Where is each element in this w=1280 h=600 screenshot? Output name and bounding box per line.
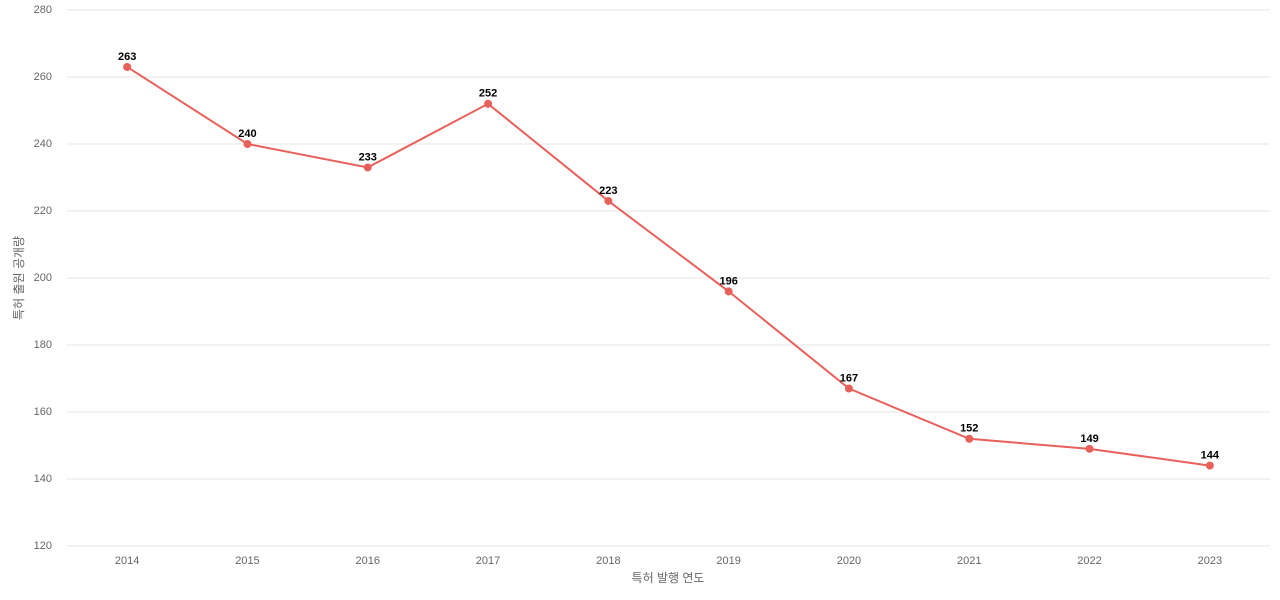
y-tick-label: 220: [34, 205, 52, 217]
y-axis-label: 특허 출원 공개량: [12, 236, 26, 320]
x-tick-label: 2021: [957, 555, 981, 567]
line: [126, 66, 1210, 467]
point: [844, 384, 853, 393]
y-tick-label: 260: [34, 71, 52, 83]
point: [965, 434, 974, 443]
x-tick-label: 2020: [837, 555, 861, 567]
y-tick-label: 280: [34, 4, 52, 16]
value-label: 223: [599, 185, 617, 197]
x-tick-label: 2016: [356, 555, 380, 567]
point: [484, 99, 493, 108]
value-label: 152: [960, 423, 978, 435]
value-label: 240: [238, 128, 256, 140]
value-label: 252: [479, 88, 497, 100]
y-tick-label: 120: [34, 540, 52, 552]
y-tick-label: 240: [34, 138, 52, 150]
x-tick-label: 2018: [596, 555, 620, 567]
point: [1085, 444, 1094, 453]
x-axis-label: 특허 발행 연도: [632, 570, 705, 585]
y-tick-label: 200: [34, 272, 52, 284]
value-label: 196: [719, 275, 737, 287]
value-label: 233: [359, 151, 377, 163]
x-tick-label: 2022: [1077, 555, 1101, 567]
point: [604, 196, 613, 205]
value-label: 144: [1201, 450, 1220, 462]
point: [724, 287, 733, 296]
x-tick-label: 2015: [235, 555, 259, 567]
x-tick-label: 2019: [716, 555, 740, 567]
value-label: 263: [118, 51, 136, 63]
y-tick-label: 160: [34, 406, 52, 418]
point: [243, 140, 252, 148]
point: [363, 163, 372, 172]
x-tick-label: 2023: [1198, 555, 1222, 567]
point: [1205, 461, 1214, 470]
x-tick-label: 2017: [476, 555, 500, 567]
x-tick-label: 2014: [115, 555, 139, 567]
point: [123, 62, 132, 71]
value-label: 149: [1080, 433, 1098, 445]
y-tick-label: 140: [34, 473, 52, 485]
value-label: 167: [840, 372, 858, 384]
y-tick-label: 180: [34, 339, 52, 351]
